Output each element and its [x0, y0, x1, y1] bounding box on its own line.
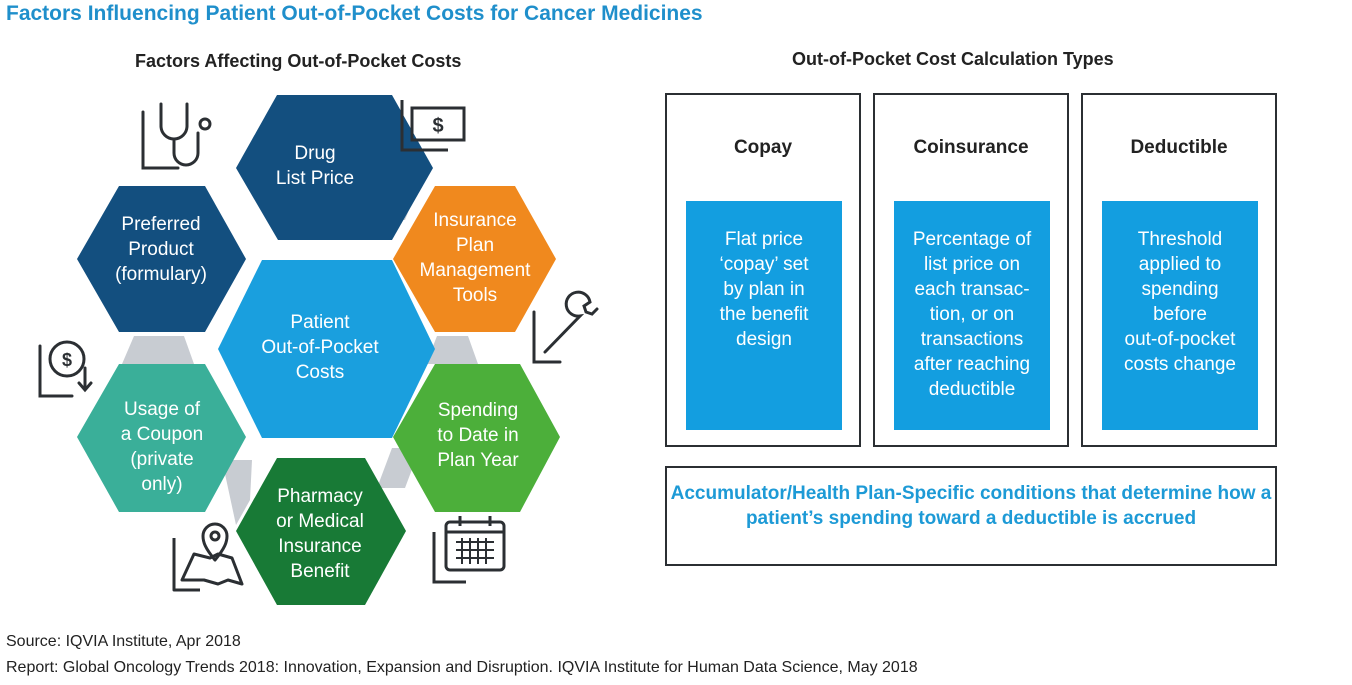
hexagon-shape [393, 364, 560, 512]
description-line: after reaching [913, 354, 1031, 375]
description-line: out-of-pocket [1124, 329, 1236, 350]
hexagon-shape [77, 186, 246, 332]
description-line: each transac- [914, 279, 1030, 300]
left-heading: Factors Affecting Out-of-Pocket Costs [135, 51, 462, 71]
description-line: the benefit [719, 304, 809, 325]
hex-label-line: Product [128, 239, 194, 260]
dollar-bill-icon: $ [400, 100, 466, 152]
cost-type-heading: Deductible [1130, 137, 1228, 158]
description-line: by plan in [723, 279, 805, 300]
hex-label-line: only) [141, 474, 182, 495]
description-line: list price on [923, 254, 1021, 275]
hexagon-preferred: Preferred Product (formulary) [77, 186, 246, 332]
hex-label-line: a Coupon [121, 424, 203, 445]
accumulator-text: Accumulator/Health Plan-Specific conditi… [670, 483, 1272, 529]
description-line: Threshold [1137, 229, 1223, 250]
description-line: applied to [1138, 254, 1222, 275]
hexagon-shape [236, 458, 406, 605]
hex-label-line: Management [420, 260, 532, 281]
hex-label: Pharmacy or Medical Insurance Benefit [276, 486, 364, 582]
hex-label-line: Plan [456, 235, 494, 256]
description-line: tion, or on [929, 304, 1015, 325]
hex-label-line: Insurance [433, 210, 516, 231]
hex-label: Preferred Product (formulary) [115, 214, 207, 285]
hexagon-shape [218, 260, 435, 438]
hex-label-line: Plan Year [437, 450, 519, 471]
hexagon-center: Patient Out-of-Pocket Costs [218, 260, 435, 438]
hexagon-shape [77, 364, 246, 512]
svg-text:$: $ [432, 115, 443, 137]
hex-label-line: Spending [438, 400, 518, 421]
cost-type-description: Threshold applied to spending before out-of-… [1102, 201, 1258, 430]
hex-label: Drug List Price [276, 143, 354, 189]
hex-label-line: (private [130, 449, 193, 470]
hex-label-line: Out-of-Pocket [261, 337, 379, 358]
hex-label: Patient Out-of-Pocket Costs [261, 312, 379, 383]
hex-label-line: Insurance [278, 536, 361, 557]
hex-label-line: Drug [294, 143, 335, 164]
accumulator-box: Accumulator/Health Plan-Specific conditi… [665, 466, 1277, 566]
description-line: Percentage of [912, 229, 1032, 250]
hex-label-line: Patient [290, 312, 350, 333]
hex-label-line: Preferred [121, 214, 200, 235]
hex-label-line: Pharmacy [277, 486, 363, 507]
report-note: Report: Global Oncology Trends 2018: Inn… [6, 659, 918, 676]
cost-type-deductible: Deductible Threshold applied to spending be… [1081, 93, 1277, 447]
hexagon-coupon: Usage of a Coupon (private only) [77, 364, 246, 512]
description-line: deductible [928, 379, 1016, 400]
cost-type-copay: Copay Flat price ‘copay’ set by plan in the… [665, 93, 861, 447]
hex-label: Spending to Date in Plan Year [437, 400, 519, 471]
cost-type-heading: Copay [733, 137, 793, 158]
description-line: transactions [920, 329, 1024, 350]
hex-label-line: Benefit [290, 561, 350, 582]
page-title: Factors Influencing Patient Out-of-Pocke… [6, 2, 703, 25]
hex-label-line: or Medical [276, 511, 364, 532]
hex-label-line: (formulary) [115, 264, 207, 285]
description-line: design [736, 329, 792, 350]
description-line: ‘copay’ set [719, 254, 809, 275]
source-note: Source: IQVIA Institute, Apr 2018 [6, 633, 241, 650]
map-pin-icon [172, 522, 244, 592]
dollar-down-icon: $ [38, 340, 93, 398]
svg-text:$: $ [62, 350, 72, 370]
stethoscope-icon [141, 102, 212, 170]
description-line: spending [1141, 279, 1219, 300]
hexagon-pharmacy: Pharmacy or Medical Insurance Benefit [236, 458, 406, 605]
hexagon-drug-price: Drug List Price [236, 95, 433, 240]
hexagon-shape [393, 186, 556, 332]
hex-label-line: Tools [453, 285, 497, 306]
description-line: costs change [1124, 354, 1236, 375]
hex-label: Insurance Plan Management Tools [420, 210, 532, 306]
cost-type-description: Flat price ‘copay’ set by plan in the benef… [686, 201, 842, 430]
hex-label-line: Usage of [124, 399, 201, 420]
wrench-icon [532, 290, 599, 364]
calendar-icon [432, 516, 506, 584]
hexagon-shape [236, 95, 433, 240]
cost-type-heading: Coinsurance [913, 137, 1029, 158]
description-line: before [1153, 304, 1207, 325]
hex-label: Usage of a Coupon (private only) [121, 399, 203, 495]
cost-type-description: Percentage of list price on each transac-t… [894, 201, 1050, 430]
cost-type-coinsurance: Coinsurance Percentage of list price on ea… [873, 93, 1069, 447]
hexagon-insurance-tools: Insurance Plan Management Tools [393, 186, 556, 332]
hex-label-line: to Date in [437, 425, 518, 446]
hex-label-line: List Price [276, 168, 354, 189]
right-heading: Out-of-Pocket Cost Calculation Types [792, 49, 1114, 69]
factors-hexagon-diagram: Drug List Price Preferred Product (formular… [38, 95, 599, 605]
hex-label-line: Costs [296, 362, 345, 383]
hexagon-spending: Spending to Date in Plan Year [393, 364, 560, 512]
description-line: Flat price [724, 229, 804, 250]
